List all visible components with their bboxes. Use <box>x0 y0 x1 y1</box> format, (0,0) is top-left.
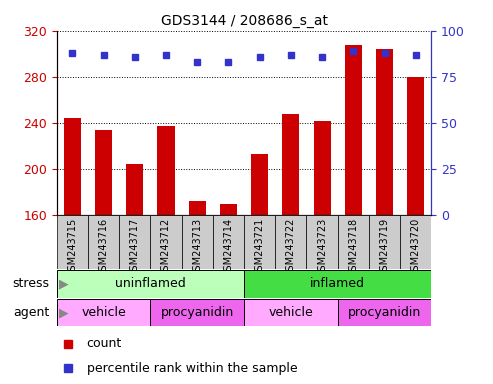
Text: vehicle: vehicle <box>269 306 313 319</box>
Bar <box>314 121 331 215</box>
Text: GSM243717: GSM243717 <box>130 218 140 277</box>
Bar <box>251 154 268 215</box>
Text: stress: stress <box>12 277 49 290</box>
Bar <box>407 77 424 215</box>
Bar <box>64 118 81 215</box>
Bar <box>95 130 112 215</box>
Text: ▶: ▶ <box>59 277 68 290</box>
Bar <box>282 114 299 215</box>
Bar <box>275 215 307 269</box>
Text: percentile rank within the sample: percentile rank within the sample <box>87 362 297 375</box>
Bar <box>157 126 175 215</box>
Text: GSM243722: GSM243722 <box>286 218 296 277</box>
Bar <box>189 201 206 215</box>
Text: agent: agent <box>13 306 49 319</box>
Text: GSM243715: GSM243715 <box>68 218 77 277</box>
Bar <box>338 299 431 326</box>
Text: GSM243719: GSM243719 <box>380 218 389 277</box>
Bar <box>369 215 400 269</box>
Text: vehicle: vehicle <box>81 306 126 319</box>
Bar <box>150 215 181 269</box>
Bar <box>126 164 143 215</box>
Bar <box>57 270 244 298</box>
Bar <box>88 215 119 269</box>
Text: GSM243718: GSM243718 <box>349 218 358 277</box>
Text: uninflamed: uninflamed <box>115 277 186 290</box>
Text: GSM243721: GSM243721 <box>255 218 265 277</box>
Text: ▶: ▶ <box>59 306 68 319</box>
Bar <box>244 299 338 326</box>
Bar <box>345 45 362 215</box>
Bar <box>150 299 244 326</box>
Title: GDS3144 / 208686_s_at: GDS3144 / 208686_s_at <box>161 14 327 28</box>
Text: procyanidin: procyanidin <box>348 306 421 319</box>
Text: GSM243714: GSM243714 <box>223 218 233 277</box>
Text: inflamed: inflamed <box>310 277 365 290</box>
Text: GSM243713: GSM243713 <box>192 218 202 277</box>
Bar <box>181 215 213 269</box>
Bar <box>338 215 369 269</box>
Bar <box>244 270 431 298</box>
Bar <box>213 215 244 269</box>
Text: procyanidin: procyanidin <box>161 306 234 319</box>
Text: GSM243712: GSM243712 <box>161 218 171 277</box>
Bar <box>244 215 275 269</box>
Text: GSM243716: GSM243716 <box>99 218 108 277</box>
Text: GSM243720: GSM243720 <box>411 218 421 277</box>
Bar <box>119 215 150 269</box>
Text: count: count <box>87 338 122 351</box>
Bar <box>376 49 393 215</box>
Text: GSM243723: GSM243723 <box>317 218 327 277</box>
Bar <box>220 204 237 215</box>
Bar <box>400 215 431 269</box>
Bar <box>307 215 338 269</box>
Bar <box>57 299 150 326</box>
Bar <box>57 215 88 269</box>
